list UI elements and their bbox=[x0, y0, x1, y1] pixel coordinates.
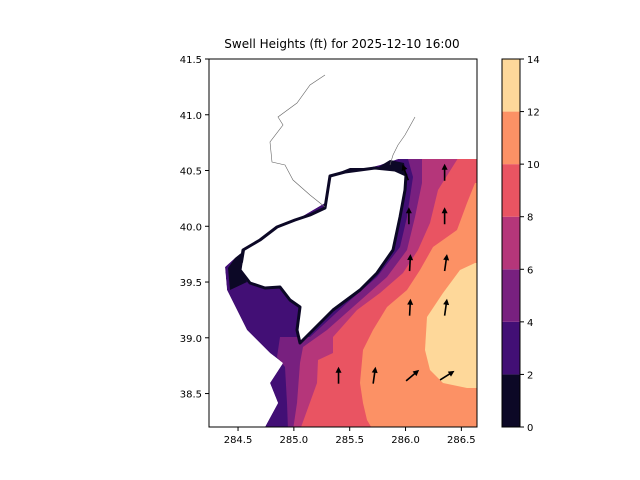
arrow-head bbox=[335, 366, 342, 373]
arrow-head bbox=[441, 163, 448, 170]
y-tick-label: 39.5 bbox=[180, 278, 202, 289]
arrow-head bbox=[407, 298, 414, 305]
swell-arrow bbox=[405, 369, 420, 382]
x-tick-label: 286.0 bbox=[391, 435, 420, 446]
y-axis: 38.5 39.0 39.5 40.0 40.5 41.0 41.5 bbox=[180, 55, 209, 401]
y-tick-label: 40.0 bbox=[180, 222, 202, 233]
swell-arrow bbox=[405, 207, 412, 225]
arrow-head bbox=[443, 298, 450, 306]
colorbar-band bbox=[502, 216, 520, 270]
colorbar-tick-label: 4 bbox=[527, 318, 533, 329]
colorbar-tick-label: 14 bbox=[527, 55, 540, 66]
colorbar-band bbox=[502, 321, 520, 375]
arrow-head bbox=[443, 254, 450, 261]
hudson-shoreline bbox=[389, 116, 416, 166]
arrow-head bbox=[412, 369, 420, 377]
colorbar: 0 2 4 6 8 10 12 14 bbox=[501, 55, 540, 434]
state-boundary-line bbox=[269, 74, 326, 208]
colorbar-tick-label: 0 bbox=[527, 423, 533, 434]
colorbar-band bbox=[502, 269, 520, 322]
colorbar-tick-label: 2 bbox=[527, 370, 533, 381]
colorbar-band bbox=[502, 164, 520, 217]
x-tick-label: 284.5 bbox=[224, 435, 253, 446]
colorbar-tick-label: 8 bbox=[527, 213, 533, 224]
arrow-head bbox=[405, 207, 412, 214]
y-tick-label: 41.0 bbox=[180, 111, 202, 122]
arrow-shaft bbox=[443, 259, 448, 272]
colorbar-frame bbox=[501, 58, 521, 428]
colorbar-tick-label: 6 bbox=[527, 265, 533, 276]
swell-arrow bbox=[371, 366, 378, 384]
colorbar-band bbox=[502, 374, 520, 427]
colorbar-band bbox=[502, 111, 520, 165]
x-tick-label: 286.5 bbox=[447, 435, 476, 446]
swell-arrow bbox=[441, 163, 448, 181]
y-tick-label: 41.5 bbox=[180, 55, 202, 66]
arrow-shaft bbox=[372, 371, 376, 384]
arrow-head bbox=[441, 207, 448, 214]
swell-arrow bbox=[407, 298, 414, 316]
arrow-head bbox=[401, 164, 408, 171]
arrow-shaft bbox=[408, 303, 412, 316]
arrow-shaft bbox=[443, 303, 448, 316]
swell-arrow bbox=[401, 164, 410, 181]
y-tick-label: 40.5 bbox=[180, 167, 202, 178]
colorbar-band bbox=[502, 59, 520, 112]
x-tick-label: 285.5 bbox=[335, 435, 364, 446]
arrow-head bbox=[447, 370, 455, 377]
arrow-shaft bbox=[405, 372, 416, 382]
y-tick-label: 38.5 bbox=[180, 390, 202, 401]
arrow-head bbox=[407, 254, 414, 261]
delaware-bay-shallows bbox=[228, 250, 247, 290]
arrow-head bbox=[371, 366, 378, 374]
swell-direction-arrows bbox=[335, 163, 455, 384]
colorbar-tick-label: 12 bbox=[527, 108, 540, 119]
new-jersey-land bbox=[238, 166, 408, 345]
swell-arrow bbox=[439, 370, 455, 381]
swell-arrow bbox=[335, 366, 342, 384]
land-mask bbox=[228, 74, 416, 345]
colorbar-tick-label: 10 bbox=[527, 160, 540, 171]
x-tick-label: 285.0 bbox=[280, 435, 309, 446]
arrow-shaft bbox=[403, 168, 410, 181]
raritan-bay-shallows bbox=[330, 160, 406, 176]
swell-arrow bbox=[441, 207, 448, 225]
swell-arrow bbox=[443, 298, 450, 316]
plot-frame bbox=[208, 58, 478, 428]
ocean-field bbox=[225, 159, 477, 427]
arrow-shaft bbox=[408, 259, 412, 272]
x-axis: 284.5 285.0 285.5 286.0 286.5 bbox=[224, 427, 476, 446]
swell-arrow bbox=[443, 254, 450, 272]
chart-title: Swell Heights (ft) for 2025-12-10 16:00 bbox=[224, 37, 459, 51]
contour-bands bbox=[225, 159, 477, 427]
swell-arrow bbox=[407, 254, 414, 272]
arrow-shaft bbox=[439, 372, 451, 381]
band-12-14 bbox=[425, 263, 477, 388]
y-tick-label: 39.0 bbox=[180, 334, 202, 345]
